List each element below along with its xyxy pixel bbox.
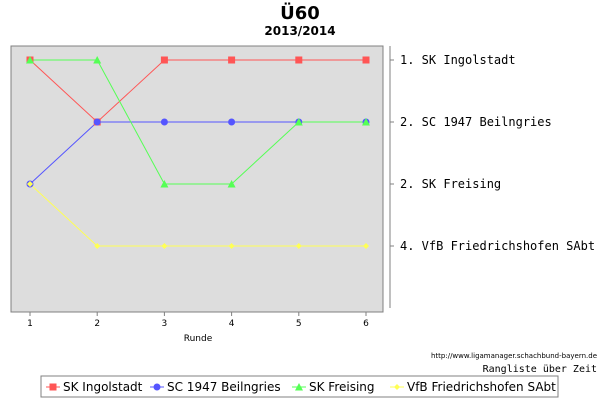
- legend-marker: [295, 383, 303, 391]
- data-point: [295, 56, 303, 64]
- chart-subtitle: 2013/2014: [264, 24, 335, 38]
- data-point: [363, 243, 369, 249]
- x-tick-label: 2: [94, 319, 100, 329]
- right-axis-label: 1. SK Ingolstadt: [400, 53, 516, 67]
- x-tick-label: 5: [296, 319, 302, 329]
- data-point: [93, 118, 101, 126]
- right-axis: 1. SK Ingolstadt 2. SC 1947 Beilngries 2. …: [390, 53, 595, 253]
- series-lines: [29, 59, 366, 247]
- data-point: [93, 56, 102, 64]
- data-point: [94, 243, 101, 249]
- data-point: [295, 243, 302, 249]
- data-point: [160, 118, 168, 126]
- legend-marker: [49, 383, 57, 391]
- data-point: [161, 243, 168, 249]
- data-point: [294, 118, 303, 126]
- legend-marker: [153, 383, 161, 391]
- x-axis: 1 2 3 4 5 6: [27, 312, 369, 329]
- x-tick-label: 6: [363, 319, 369, 329]
- x-tick-label: 3: [162, 319, 168, 329]
- legend-label: SC 1947 Beilngries: [167, 380, 281, 394]
- series-line: [29, 59, 366, 123]
- data-point: [160, 56, 168, 64]
- x-tick-label: 1: [27, 319, 33, 329]
- chart-title: Ü60: [280, 2, 320, 24]
- plot-area: [10, 45, 384, 313]
- right-axis-label: 2. SK Freising: [400, 177, 501, 191]
- data-point: [362, 56, 370, 64]
- series-line: [29, 183, 366, 247]
- data-point: [362, 118, 370, 126]
- right-axis-label: 4. VfB Friedrichshofen SAbt: [400, 239, 595, 253]
- source-url: http://www.ligamanager.schachbund-bayern…: [431, 352, 597, 360]
- data-point: [27, 181, 33, 187]
- series-line: [30, 59, 366, 185]
- x-axis-title: Runde: [184, 334, 213, 344]
- x-tick-label: 4: [229, 319, 235, 329]
- right-axis-caption: Rangliste über Zeit: [483, 364, 597, 375]
- data-point: [227, 180, 236, 188]
- data-point: [26, 56, 34, 64]
- legend: SK Ingolstadt SC 1947 Beilngries SK Freisi…: [46, 380, 556, 394]
- right-axis-label: 2. SC 1947 Beilngries: [400, 115, 552, 129]
- data-point: [228, 243, 235, 249]
- data-point: [160, 180, 169, 188]
- data-point: [228, 56, 236, 64]
- legend-marker: [394, 384, 400, 390]
- legend-label: SK Ingolstadt: [63, 380, 143, 394]
- legend-label: VfB Friedrichshofen SAbt: [407, 380, 556, 394]
- series-markers: [26, 56, 370, 249]
- data-point: [228, 118, 236, 126]
- legend-label: SK Freising: [309, 380, 375, 394]
